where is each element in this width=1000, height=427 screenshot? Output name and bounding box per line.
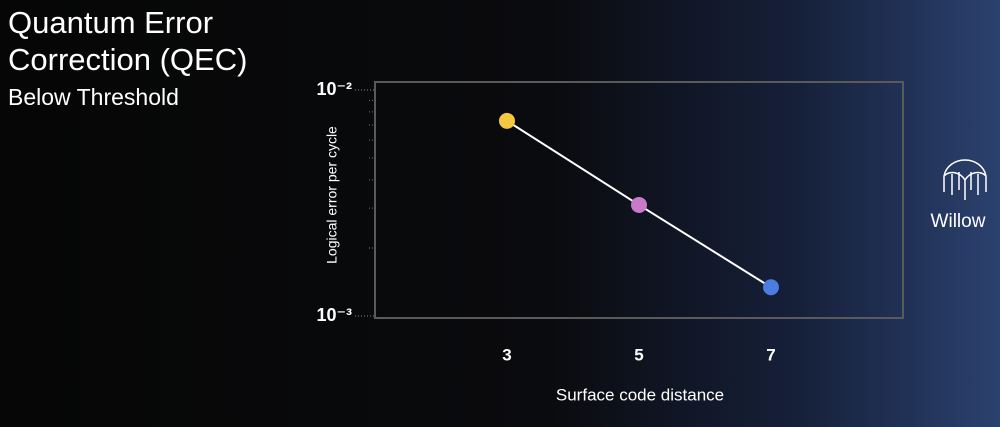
title-line: Quantum Error	[8, 5, 214, 40]
data-point	[763, 279, 779, 296]
plot-frame	[374, 81, 904, 319]
y-axis-label: Logical error per cycle	[324, 126, 340, 264]
slide-title: Quantum Error Correction (QEC)	[8, 4, 247, 78]
willow-logo	[943, 159, 987, 200]
y-tick-label: 10⁻²	[316, 79, 352, 99]
x-tick-label: 7	[766, 345, 775, 364]
logo-icon	[943, 159, 987, 200]
brand-name: Willow	[931, 211, 986, 232]
x-tick-label: 5	[634, 345, 643, 364]
data-point	[631, 196, 647, 213]
slide-subtitle: Below Threshold	[8, 84, 179, 110]
y-tick-label: 10⁻³	[316, 305, 352, 325]
title-line: Correction (QEC)	[8, 42, 248, 77]
x-axis-label: Surface code distance	[556, 385, 724, 404]
data-point	[499, 112, 515, 129]
x-tick-label: 3	[502, 345, 511, 364]
